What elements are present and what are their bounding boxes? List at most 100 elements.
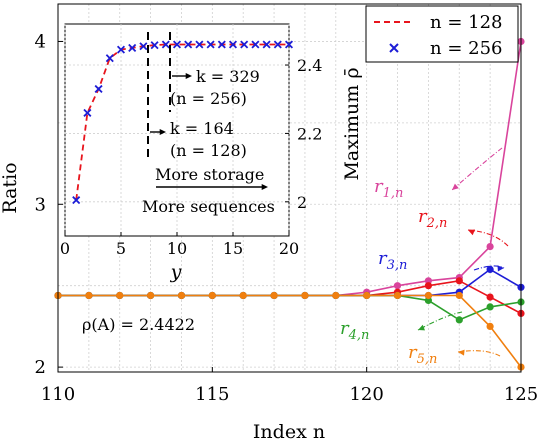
series-point-r5: [270, 291, 278, 300]
inset-marker-n256: [240, 40, 249, 49]
main-y-axis-title: Ratio: [0, 162, 21, 213]
legend-items: n = 128 n = 256: [374, 12, 502, 59]
curve-arrow-r1: [451, 147, 503, 191]
inset-x-axis-title: y: [170, 261, 182, 283]
inset-marker-n256: [251, 40, 260, 49]
inset-arrowhead-n256: [185, 73, 192, 79]
curve-arrow-r4: [417, 311, 463, 331]
curve-arrow-r3: [473, 265, 505, 271]
main-ticks: 110 115 120 125 2 3 4: [35, 31, 538, 405]
inset-marker-n256: [83, 108, 92, 117]
series-point-r5: [301, 291, 309, 300]
inset-arrowhead-n128: [159, 129, 166, 135]
inset-y-tick-label: 2.4: [297, 56, 322, 75]
series-point-r5: [393, 291, 402, 300]
series-line-r5: [58, 294, 522, 368]
inset-x-tick-label: 0: [60, 239, 70, 258]
curve-arrowhead-r4: [418, 324, 425, 331]
inset-marker-n256: [161, 40, 170, 49]
curve-arrowhead-r5: [458, 349, 465, 356]
inset-x-tick-label: 10: [167, 239, 187, 258]
main-plot-frame: [57, 3, 522, 373]
inset-range-arrowhead: [261, 184, 268, 190]
inset-y-axis-title: Maximum ρ̄: [341, 67, 363, 180]
inset-marker-n256: [139, 42, 148, 51]
rho-annotation: ρ(A) = 2.4422: [82, 315, 195, 334]
series-point-r2: [455, 277, 463, 285]
inset-k-128-label: k = 164: [170, 119, 234, 138]
inset-marker-n256: [172, 40, 182, 49]
inset-marker-n256: [262, 40, 271, 49]
inset-k-256-label: k = 329: [196, 67, 260, 86]
legend: n = 128 n = 256: [365, 5, 519, 63]
inset-x-tick-label: 20: [279, 239, 299, 258]
series-point-r5: [116, 291, 124, 300]
inset-marker-n256: [206, 40, 215, 49]
inset-marker-n256: [217, 40, 226, 49]
main-y-tick-label: 3: [35, 194, 46, 215]
main-y-tick-label: 2: [35, 357, 46, 378]
series-point-r5: [332, 291, 340, 300]
inset-storage-label: More storage: [155, 165, 264, 184]
series-point-r5: [239, 291, 247, 300]
series-point-r4: [486, 303, 494, 311]
inset-x-tick-label: 5: [116, 239, 126, 258]
inset-grid: [64, 24, 290, 236]
curve-label-r3: r3,n: [378, 248, 407, 273]
main-x-tick-label: 125: [504, 384, 538, 405]
inset-marker-n256: [116, 45, 126, 54]
inset-annotations: k = 329 (n = 256) k = 164 (n = 128) More…: [142, 32, 275, 216]
legend-label: n = 256: [430, 38, 502, 59]
main-x-axis-title: Index n: [253, 421, 325, 443]
curve-label-r5: r5,n: [408, 342, 437, 367]
inset-marker-n256: [184, 40, 193, 49]
curve-label-r2: r2,n: [418, 206, 447, 231]
series-point-r5: [177, 291, 186, 300]
curve-arrow-r5: [457, 350, 501, 357]
series-point-r5: [85, 291, 93, 300]
legend-label: n = 128: [430, 12, 502, 33]
curve-arrowhead-r3: [497, 265, 504, 272]
legend-swatch-n256: [389, 43, 399, 53]
inset-marker-n256: [195, 40, 204, 49]
inset-marker-n256: [128, 43, 137, 52]
legend-box: [365, 5, 519, 63]
series-point-r3: [486, 265, 494, 273]
series-point-r5: [363, 291, 371, 300]
inset-plot: 0 5 10 15 20 2 2.2 2.4 k = 329 (n = 256) k = 16…: [60, 23, 363, 283]
main-x-tick-label: 120: [349, 384, 383, 405]
series-point-r2: [424, 282, 432, 290]
inset-marker-n256: [72, 196, 81, 205]
inset-x-tick-label: 15: [223, 239, 243, 258]
series-point-r1: [486, 243, 494, 251]
series-point-r4: [455, 316, 463, 324]
inset-marker-n256: [94, 84, 103, 94]
inset-series: [72, 40, 294, 205]
series-point-r1: [393, 282, 402, 290]
main-y-tick-label: 4: [35, 31, 46, 52]
curve-label-r1: r1,n: [374, 176, 403, 201]
curve-label-r4: r4,n: [340, 318, 369, 343]
curve-labels: r1,n r2,n r3,n r4,n r5,n: [340, 147, 509, 367]
inset-n-128-label: (n = 128): [170, 141, 247, 160]
inset-marker-n256: [284, 40, 294, 49]
curve-arrowhead-r1: [452, 183, 459, 190]
curve-arrowhead-r2: [468, 229, 475, 236]
inset-sequences-label: More sequences: [142, 197, 275, 216]
inset-marker-n256: [273, 40, 282, 49]
inset-series-line-n128: [75, 43, 289, 201]
series-point-r5: [455, 291, 463, 300]
series-point-r5: [424, 291, 432, 300]
series-point-r5: [147, 291, 155, 300]
series-point-r5: [208, 291, 216, 300]
curve-arrow-r2: [467, 229, 509, 247]
inset-marker-n256: [228, 40, 238, 49]
series-point-r5: [486, 322, 494, 330]
inset-marker-n256: [105, 54, 114, 63]
main-x-tick-label: 115: [195, 384, 229, 405]
series-point-r2: [486, 293, 494, 301]
inset-ticks: 0 5 10 15 20 2 2.2 2.4: [60, 56, 323, 258]
main-x-tick-label: 110: [41, 384, 75, 405]
inset-marker-n256: [150, 41, 159, 50]
